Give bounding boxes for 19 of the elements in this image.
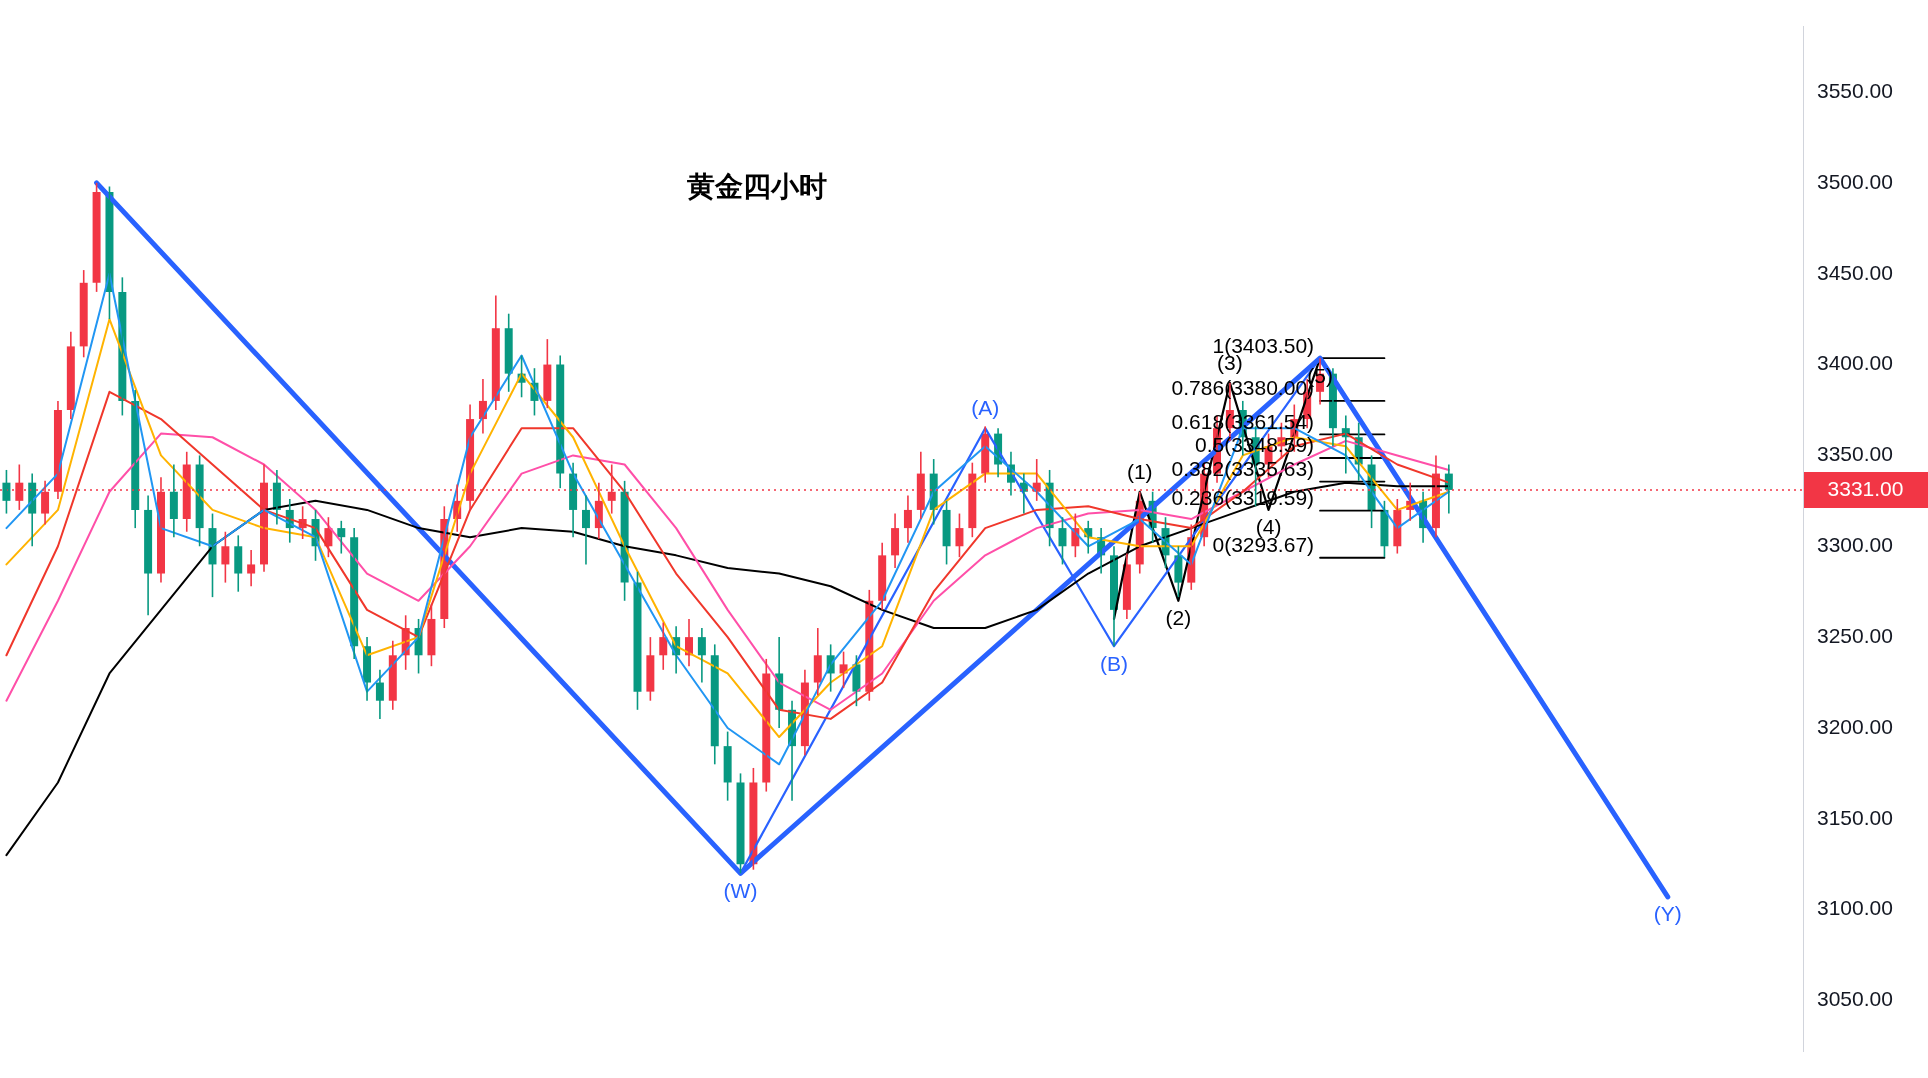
annotation: (B): [1100, 651, 1128, 675]
ref-line-label: 3331.00: [1827, 476, 1904, 500]
y-tick-label: 3350.00: [1817, 442, 1893, 466]
y-tick-label: 3300.00: [1817, 533, 1893, 557]
y-tick-label: 3050.00: [1817, 987, 1893, 1011]
y-tick-label: 3400.00: [1817, 351, 1893, 375]
y-tick-label: 3250.00: [1817, 623, 1893, 647]
y-tick-label: 3550.00: [1817, 78, 1893, 102]
y-tick-label: 3200.00: [1817, 714, 1893, 738]
text: 黄金四小时: [686, 170, 828, 202]
y-tick-label: 3450.00: [1817, 260, 1893, 284]
y-tick-label: 3100.00: [1817, 896, 1893, 920]
annotation: (W): [723, 878, 758, 902]
y-tick-label: 3150.00: [1817, 805, 1893, 829]
annotation: (A): [971, 396, 1000, 420]
annotation: (Y): [1653, 902, 1682, 926]
annotation: (1): [1126, 460, 1153, 484]
annotation: (2): [1165, 606, 1192, 630]
y-tick-label: 3500.00: [1817, 169, 1893, 193]
